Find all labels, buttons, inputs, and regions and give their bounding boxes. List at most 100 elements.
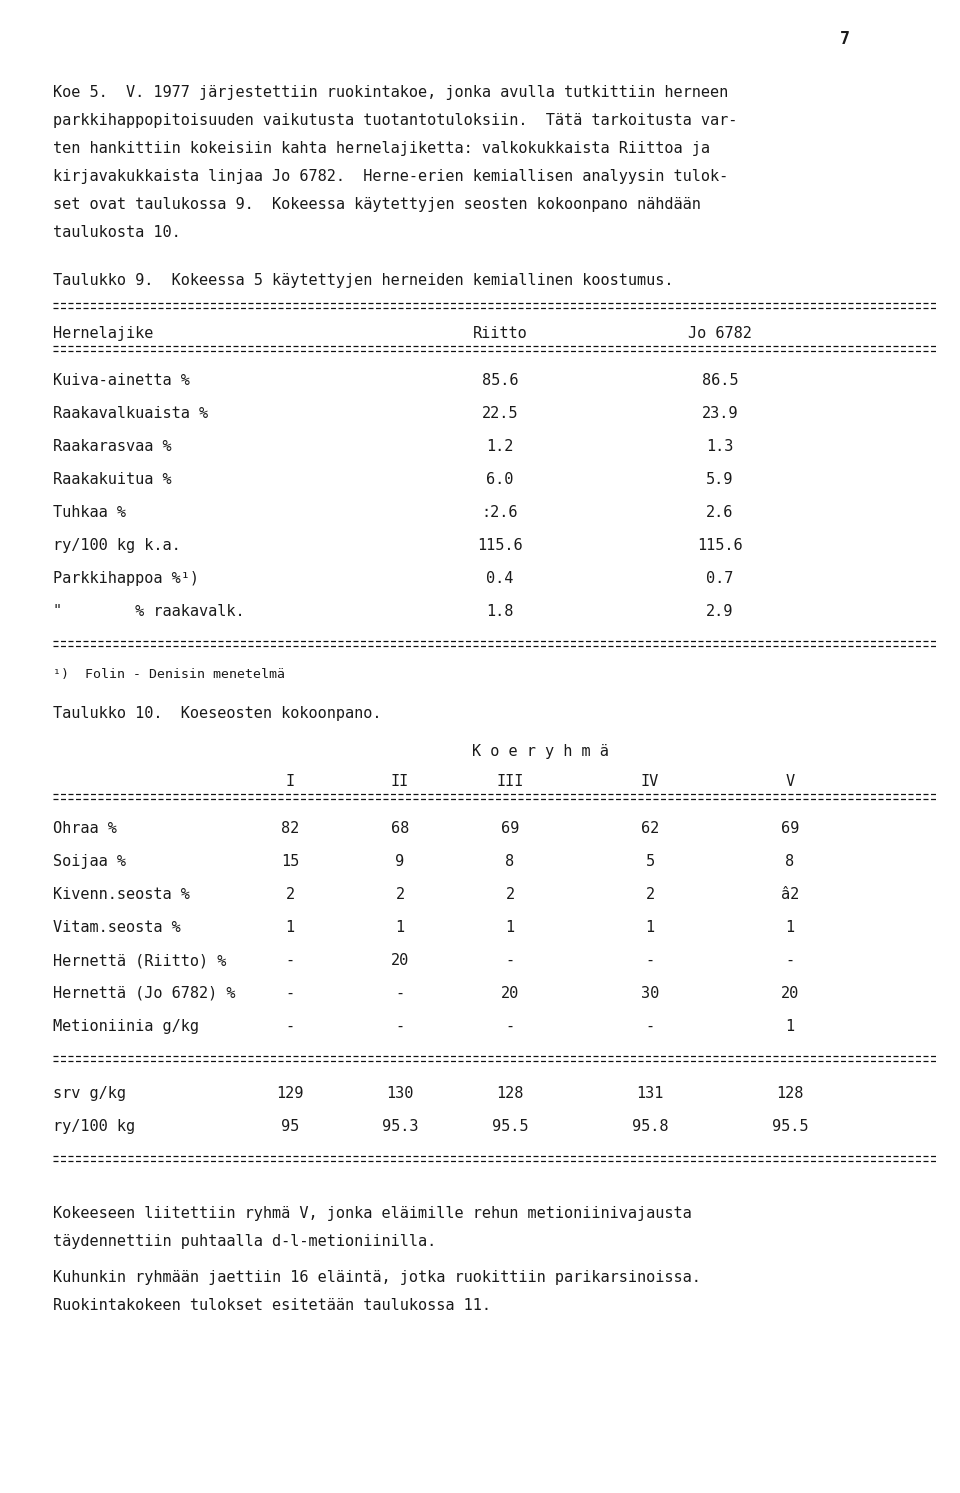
Text: III: III: [496, 773, 524, 788]
Text: 5: 5: [645, 854, 655, 869]
Text: -: -: [285, 985, 295, 1000]
Text: ten hankittiin kokeisiin kahta hernelajiketta: valkokukkaista Riittoa ja: ten hankittiin kokeisiin kahta hernelaji…: [53, 140, 709, 155]
Text: 2: 2: [505, 887, 515, 902]
Text: -: -: [396, 985, 404, 1000]
Text: 2: 2: [285, 887, 295, 902]
Text: 9: 9: [396, 854, 404, 869]
Text: Kuhunkin ryhmään jaettiin 16 eläintä, jotka ruokittiin parikarsinoissa.: Kuhunkin ryhmään jaettiin 16 eläintä, jo…: [53, 1271, 701, 1285]
Text: 2.6: 2.6: [707, 505, 733, 520]
Text: IV: IV: [641, 773, 660, 788]
Text: 128: 128: [496, 1085, 524, 1100]
Text: -: -: [285, 1020, 295, 1035]
Text: K o e r y h m ä: K o e r y h m ä: [471, 744, 609, 758]
Text: 69: 69: [501, 821, 519, 836]
Text: 129: 129: [276, 1085, 303, 1100]
Text: 69: 69: [780, 821, 799, 836]
Text: Taulukko 9.  Kokeessa 5 käytettyjen herneiden kemiallinen koostumus.: Taulukko 9. Kokeessa 5 käytettyjen herne…: [53, 273, 673, 288]
Text: kirjavakukkaista linjaa Jo 6782.  Herne-erien kemiallisen analyysin tulok-: kirjavakukkaista linjaa Jo 6782. Herne-e…: [53, 169, 728, 184]
Text: ry/100 kg k.a.: ry/100 kg k.a.: [53, 537, 180, 552]
Text: 1.3: 1.3: [707, 439, 733, 454]
Text: 1.2: 1.2: [487, 439, 514, 454]
Text: 95.5: 95.5: [492, 1118, 528, 1135]
Text: Taulukko 10.  Koeseosten kokoonpano.: Taulukko 10. Koeseosten kokoonpano.: [53, 706, 381, 721]
Text: srv g/kg: srv g/kg: [53, 1085, 126, 1100]
Text: "        % raakavalk.: " % raakavalk.: [53, 605, 245, 620]
Text: -: -: [285, 953, 295, 967]
Text: 82: 82: [281, 821, 300, 836]
Text: ry/100 kg: ry/100 kg: [53, 1118, 135, 1135]
Text: 20: 20: [501, 985, 519, 1000]
Text: -: -: [396, 1020, 404, 1035]
Text: Ohraa %: Ohraa %: [53, 821, 117, 836]
Text: Raakavalkuaista %: Raakavalkuaista %: [53, 406, 208, 421]
Text: 130: 130: [386, 1085, 414, 1100]
Text: 7: 7: [840, 30, 850, 48]
Text: -: -: [505, 953, 515, 967]
Text: 95.3: 95.3: [382, 1118, 419, 1135]
Text: parkkihappopitoisuuden vaikutusta tuotantotuloksiin.  Tätä tarkoitusta var-: parkkihappopitoisuuden vaikutusta tuotan…: [53, 113, 737, 128]
Text: 5.9: 5.9: [707, 472, 733, 487]
Text: 95.8: 95.8: [632, 1118, 668, 1135]
Text: 0.7: 0.7: [707, 570, 733, 585]
Text: 1: 1: [785, 1020, 795, 1035]
Text: täydennettiin puhtaalla d-l-metioniinilla.: täydennettiin puhtaalla d-l-metioniinill…: [53, 1235, 436, 1250]
Text: 23.9: 23.9: [702, 406, 738, 421]
Text: 131: 131: [636, 1085, 663, 1100]
Text: taulukosta 10.: taulukosta 10.: [53, 225, 180, 240]
Text: â2: â2: [780, 887, 799, 902]
Text: V: V: [785, 773, 795, 788]
Text: Tuhkaa %: Tuhkaa %: [53, 505, 126, 520]
Text: Metioniinia g/kg: Metioniinia g/kg: [53, 1020, 199, 1035]
Text: Hernettä (Riitto) %: Hernettä (Riitto) %: [53, 953, 227, 967]
Text: 15: 15: [281, 854, 300, 869]
Text: Ruokintakokeen tulokset esitetään taulukossa 11.: Ruokintakokeen tulokset esitetään tauluk…: [53, 1297, 491, 1312]
Text: 1: 1: [396, 920, 404, 935]
Text: 30: 30: [641, 985, 660, 1000]
Text: Kuiva-ainetta %: Kuiva-ainetta %: [53, 373, 190, 388]
Text: :2.6: :2.6: [482, 505, 518, 520]
Text: 115.6: 115.6: [477, 537, 523, 552]
Text: 86.5: 86.5: [702, 373, 738, 388]
Text: 62: 62: [641, 821, 660, 836]
Text: -: -: [645, 953, 655, 967]
Text: I: I: [285, 773, 295, 788]
Text: Vitam.seosta %: Vitam.seosta %: [53, 920, 180, 935]
Text: 20: 20: [780, 985, 799, 1000]
Text: Jo 6782: Jo 6782: [688, 325, 752, 340]
Text: II: II: [391, 773, 409, 788]
Text: 128: 128: [777, 1085, 804, 1100]
Text: 22.5: 22.5: [482, 406, 518, 421]
Text: Hernettä (Jo 6782) %: Hernettä (Jo 6782) %: [53, 985, 235, 1000]
Text: 1: 1: [645, 920, 655, 935]
Text: 1: 1: [505, 920, 515, 935]
Text: 85.6: 85.6: [482, 373, 518, 388]
Text: set ovat taulukossa 9.  Kokeessa käytettyjen seosten kokoonpano nähdään: set ovat taulukossa 9. Kokeessa käytetty…: [53, 197, 701, 212]
Text: -: -: [645, 1020, 655, 1035]
Text: 2.9: 2.9: [707, 605, 733, 620]
Text: 1: 1: [785, 920, 795, 935]
Text: 8: 8: [505, 854, 515, 869]
Text: 6.0: 6.0: [487, 472, 514, 487]
Text: Parkkihappoa %¹): Parkkihappoa %¹): [53, 570, 199, 585]
Text: Hernelajike: Hernelajike: [53, 325, 154, 340]
Text: 20: 20: [391, 953, 409, 967]
Text: 95.5: 95.5: [772, 1118, 808, 1135]
Text: Kokeeseen liitettiin ryhmä V, jonka eläimille rehun metioniinivajausta: Kokeeseen liitettiin ryhmä V, jonka eläi…: [53, 1206, 691, 1221]
Text: 2: 2: [396, 887, 404, 902]
Text: 115.6: 115.6: [697, 537, 743, 552]
Text: Raakarasvaa %: Raakarasvaa %: [53, 439, 172, 454]
Text: Soijaa %: Soijaa %: [53, 854, 126, 869]
Text: Kivenn.seosta %: Kivenn.seosta %: [53, 887, 190, 902]
Text: -: -: [785, 953, 795, 967]
Text: Riitto: Riitto: [472, 325, 527, 340]
Text: Raakakuitua %: Raakakuitua %: [53, 472, 172, 487]
Text: 68: 68: [391, 821, 409, 836]
Text: 0.4: 0.4: [487, 570, 514, 585]
Text: 1: 1: [285, 920, 295, 935]
Text: 1.8: 1.8: [487, 605, 514, 620]
Text: ¹)  Folin - Denisin menetelmä: ¹) Folin - Denisin menetelmä: [53, 667, 285, 681]
Text: Koe 5.  V. 1977 järjestettiin ruokintakoe, jonka avulla tutkittiin herneen: Koe 5. V. 1977 järjestettiin ruokintakoe…: [53, 85, 728, 100]
Text: 95: 95: [281, 1118, 300, 1135]
Text: 2: 2: [645, 887, 655, 902]
Text: -: -: [505, 1020, 515, 1035]
